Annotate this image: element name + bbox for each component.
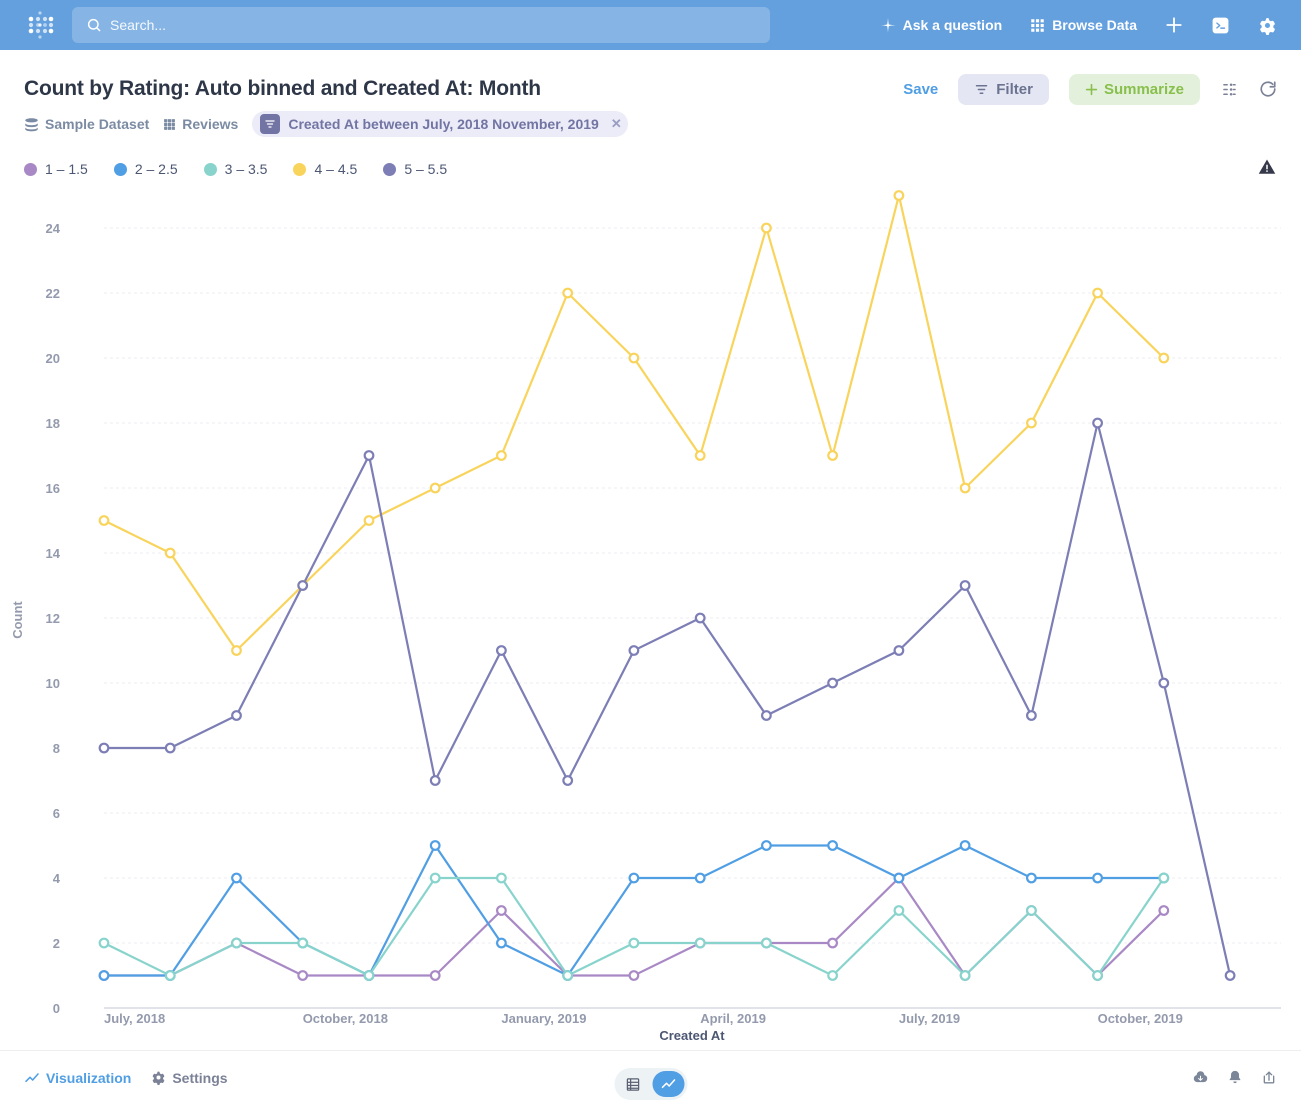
svg-text:January, 2019: January, 2019 bbox=[501, 1011, 586, 1026]
svg-text:April, 2019: April, 2019 bbox=[700, 1011, 766, 1026]
svg-text:Created At: Created At bbox=[659, 1028, 725, 1043]
svg-text:16: 16 bbox=[46, 481, 60, 496]
svg-text:October, 2019: October, 2019 bbox=[1098, 1011, 1183, 1026]
svg-text:20: 20 bbox=[46, 351, 60, 366]
svg-text:8: 8 bbox=[53, 741, 60, 756]
svg-text:4: 4 bbox=[53, 871, 61, 886]
svg-text:10: 10 bbox=[46, 676, 60, 691]
svg-text:24: 24 bbox=[46, 221, 61, 236]
svg-text:2: 2 bbox=[53, 936, 60, 951]
svg-text:6: 6 bbox=[53, 806, 60, 821]
svg-text:22: 22 bbox=[46, 286, 60, 301]
svg-text:July, 2018: July, 2018 bbox=[104, 1011, 165, 1026]
svg-text:October, 2018: October, 2018 bbox=[303, 1011, 388, 1026]
svg-text:Count: Count bbox=[10, 601, 25, 639]
svg-text:0: 0 bbox=[53, 1001, 60, 1016]
svg-text:12: 12 bbox=[46, 611, 60, 626]
svg-text:July, 2019: July, 2019 bbox=[899, 1011, 960, 1026]
svg-text:18: 18 bbox=[46, 416, 60, 431]
svg-text:14: 14 bbox=[46, 546, 61, 561]
